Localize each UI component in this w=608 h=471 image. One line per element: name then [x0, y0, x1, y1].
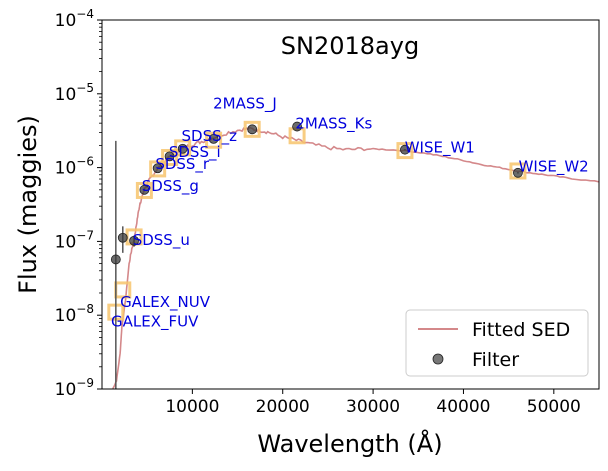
x-tick-label: 10000	[165, 397, 219, 417]
model-marker	[243, 120, 261, 138]
y-tick-label: 10−7	[55, 228, 94, 252]
x-tick-label: 20000	[256, 397, 310, 417]
filter-point	[139, 184, 150, 195]
filter-point	[110, 254, 121, 265]
filter-label: 2MASS_J	[213, 95, 277, 114]
filter-point	[208, 133, 219, 144]
legend-box	[405, 309, 589, 377]
filter-point	[164, 151, 175, 162]
y-axis-label: Flux (maggies)	[14, 115, 42, 294]
legend-label: Filter	[472, 349, 519, 371]
x-tick-label: 50000	[527, 397, 581, 417]
filter-point	[247, 124, 258, 135]
model-marker	[161, 149, 179, 167]
y-tick-label: 10−4	[55, 7, 94, 31]
filter-label: WISE_W1	[405, 139, 475, 158]
model-marker	[174, 139, 192, 157]
model-marker	[396, 142, 414, 160]
plot-frame	[101, 19, 600, 390]
model-marker	[205, 131, 223, 149]
y-tick-label: 10−8	[55, 302, 94, 326]
filter-point	[117, 232, 128, 243]
x-tick-label: 40000	[436, 397, 490, 417]
filter-point	[177, 143, 188, 154]
filter-label: GALEX_NUV	[120, 293, 211, 312]
model-marker	[149, 160, 167, 178]
filter-label: 2MASS_Ks	[295, 114, 372, 133]
y-axis-ticks: 10−9 10−8 10−7 10−6 10−5 10−4	[55, 7, 102, 400]
filter-label: SDSS_u	[133, 231, 190, 250]
y-tick-label: 10−6	[55, 155, 94, 179]
filter-label: SDSS_r	[155, 155, 210, 174]
filter-point	[129, 235, 139, 246]
filter-point	[400, 144, 410, 155]
filter-point	[292, 121, 302, 132]
y-tick-label: 10−5	[55, 81, 94, 105]
filter-point	[152, 163, 163, 174]
sed-line	[112, 126, 600, 390]
filter-label: WISE_W2	[519, 158, 589, 177]
filter-point	[513, 167, 523, 178]
filter-label: SDSS_z	[182, 127, 238, 146]
filter-label: GALEX_FUV	[111, 313, 199, 332]
x-tick-label: 30000	[346, 397, 400, 417]
model-marker	[509, 162, 527, 180]
fitted-sed-curve	[112, 126, 600, 390]
legend: Fitted SED Filter	[405, 309, 589, 377]
y-tick-label: 10−9	[55, 376, 94, 400]
legend-label: Fitted SED	[472, 319, 570, 341]
model-marker	[135, 181, 153, 199]
x-axis-ticks: 10000 20000 30000 40000 50000	[165, 389, 581, 417]
filter-points	[110, 121, 523, 265]
chart-title: SN2018ayg	[281, 32, 419, 60]
legend-marker-swatch	[432, 353, 444, 365]
filter-labels: GALEX_FUVGALEX_NUVSDSS_uSDSS_gSDSS_rSDSS…	[111, 95, 589, 332]
filter-label: SDSS_i	[169, 143, 221, 162]
x-axis-label: Wavelength (Å)	[257, 429, 442, 458]
filter-label: SDSS_g	[142, 177, 199, 196]
